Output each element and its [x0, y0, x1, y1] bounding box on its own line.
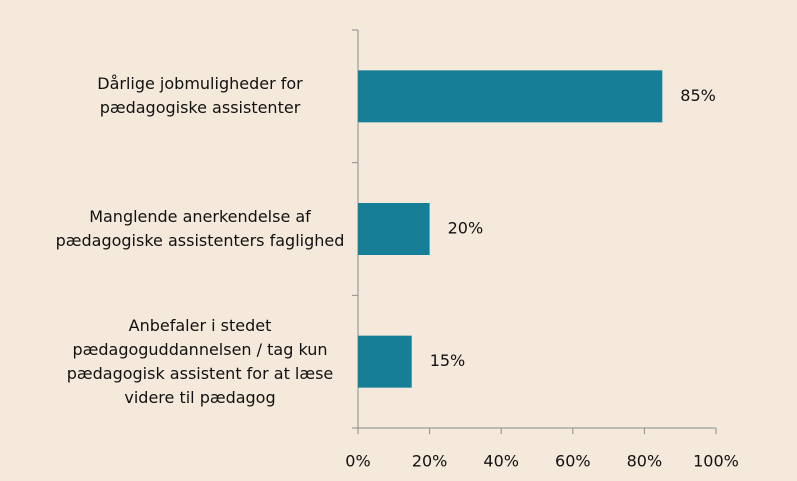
x-tick-label: 40%	[483, 452, 519, 471]
x-tick-label: 20%	[412, 452, 448, 471]
category-label: Anbefaler i stedet pædagoguddannelsen / …	[66, 315, 334, 407]
x-tick-label: 60%	[555, 452, 591, 471]
category-label: Manglende anerkendelse af pædagogiske as…	[55, 207, 345, 250]
x-tick-label: 0%	[345, 452, 370, 471]
bar	[358, 70, 663, 123]
x-tick-label: 100%	[693, 452, 739, 471]
value-label: 85%	[680, 86, 716, 105]
x-tick-label: 80%	[627, 452, 663, 471]
value-label: 15%	[430, 351, 466, 370]
bar	[358, 203, 430, 255]
category-label: Dårlige jobmuligheder for pædagogiske as…	[97, 74, 303, 118]
value-label: 20%	[448, 219, 484, 238]
bar	[358, 335, 412, 388]
